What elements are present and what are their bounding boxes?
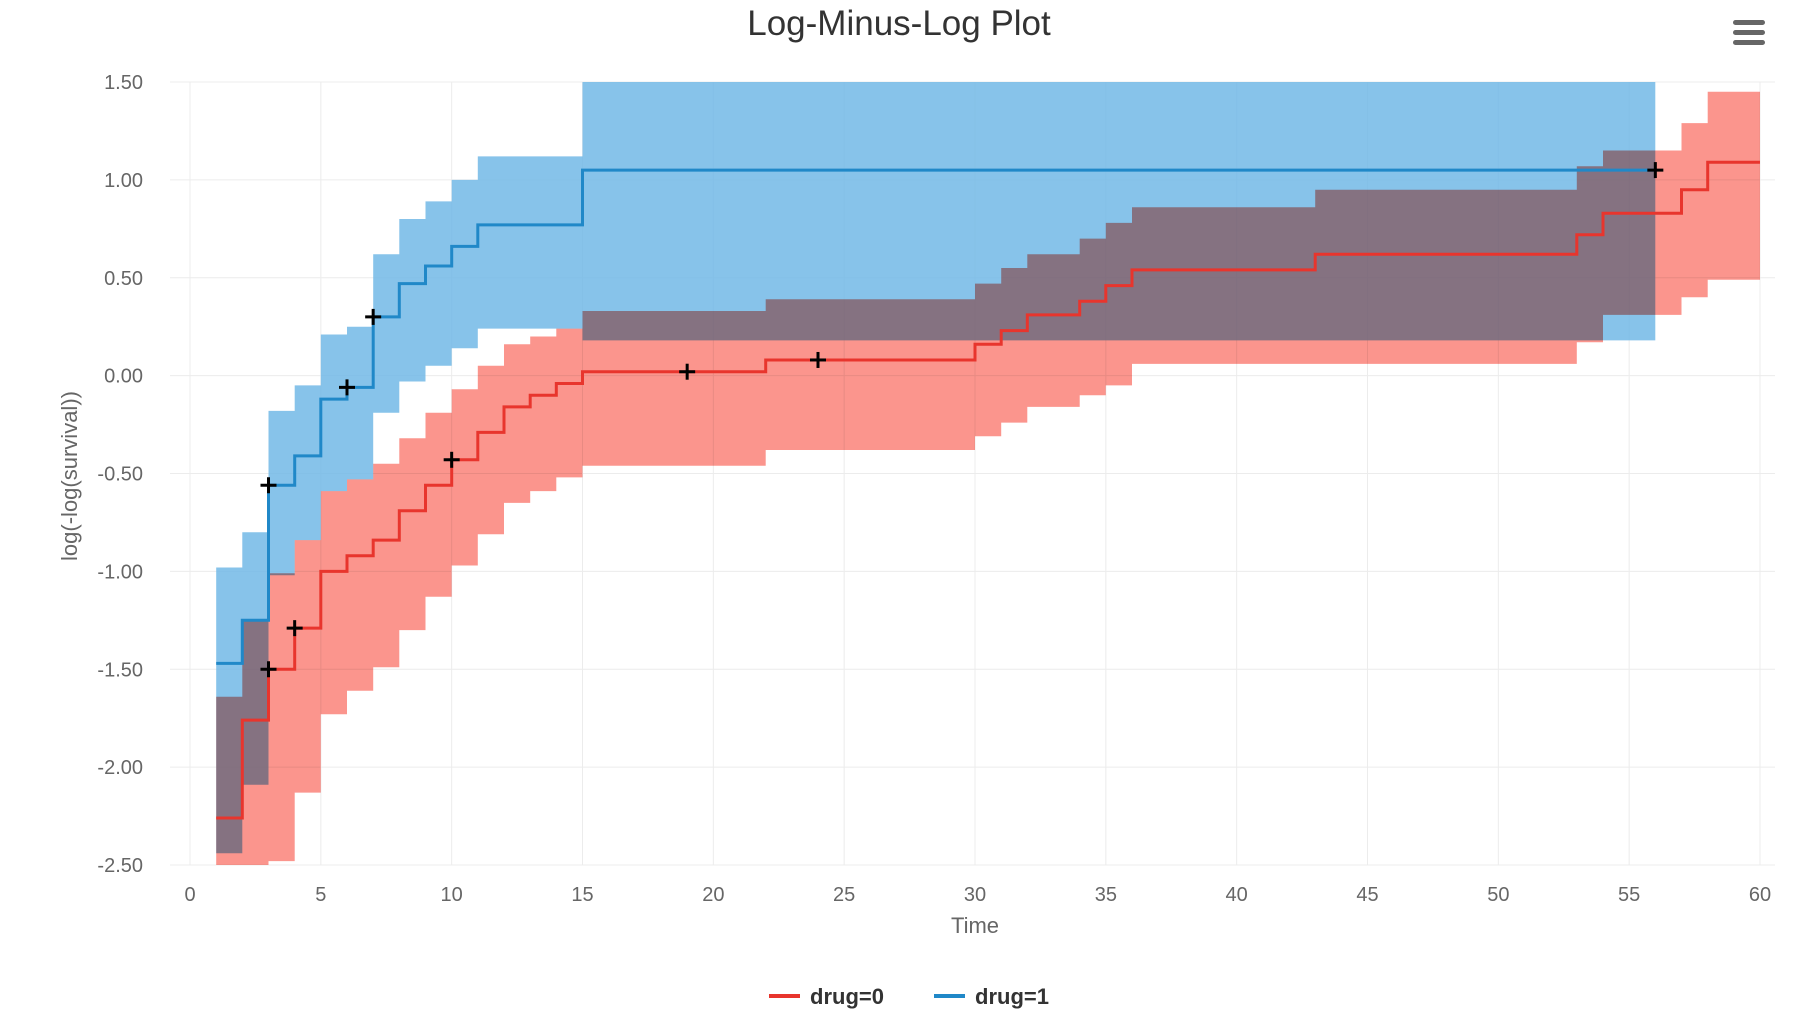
series-line-drug-0 [216, 160, 1760, 820]
hamburger-menu-icon [1733, 20, 1765, 45]
y-axis-title: log(-log(survival)) [57, 391, 82, 561]
x-tick-label: 25 [833, 884, 855, 906]
y-axis-ticks: 1.50 1.00 0.50 0.00 -0.50 -1.00 -1.50 -2.00 -2.5… [97, 72, 143, 877]
x-tick-label: 50 [1487, 884, 1509, 906]
censor-marker [286, 620, 303, 637]
menu-button[interactable] [1727, 12, 1771, 52]
series-line-drug-1 [216, 168, 1656, 665]
confidence-band-drug-0 [216, 91, 1761, 866]
x-tick-label: 10 [441, 884, 463, 906]
legend-item-drug-0[interactable]: drug=0 [769, 984, 884, 1009]
censor-marker [339, 379, 355, 396]
x-tick-label: 55 [1618, 884, 1640, 906]
x-tick-label: 45 [1356, 884, 1378, 906]
censor-marker [810, 351, 826, 368]
y-tick-label: 1.50 [104, 72, 143, 94]
y-tick-label: -0.50 [97, 464, 143, 486]
x-tick-label: 15 [571, 884, 593, 906]
censor-markers [260, 162, 1664, 678]
legend: drug=0 drug=1 [769, 984, 1049, 1009]
x-tick-label: 30 [964, 884, 986, 906]
chart-title: Log-Minus-Log Plot [747, 4, 1051, 43]
censor-marker [1647, 162, 1664, 179]
censor-marker [260, 477, 277, 494]
censor-marker [365, 308, 382, 325]
censor-marker [260, 661, 277, 678]
x-axis-ticks: 0 5 10 15 20 25 30 35 40 45 50 55 60 [184, 884, 1771, 906]
confidence-bands [216, 82, 1761, 866]
y-tick-label: 1.00 [104, 170, 143, 192]
censor-marker [443, 451, 460, 468]
x-tick-label: 60 [1749, 884, 1771, 906]
y-tick-label: -1.50 [97, 659, 143, 681]
censor-marker [679, 363, 696, 380]
y-tick-label: -2.00 [97, 757, 143, 779]
y-tick-label: -1.00 [97, 561, 143, 583]
legend-item-drug-1[interactable]: drug=1 [934, 984, 1049, 1009]
y-tick-label: -2.50 [97, 855, 143, 877]
series-lines [216, 160, 1760, 820]
x-tick-label: 35 [1095, 884, 1117, 906]
y-tick-label: 0.00 [104, 366, 143, 388]
x-tick-label: 40 [1226, 884, 1248, 906]
legend-label: drug=0 [810, 984, 884, 1009]
y-tick-label: 0.50 [104, 268, 143, 290]
x-axis-title: Time [951, 913, 999, 938]
x-tick-label: 0 [184, 884, 195, 906]
x-tick-label: 5 [315, 884, 326, 906]
legend-label: drug=1 [975, 984, 1049, 1009]
x-tick-label: 20 [702, 884, 724, 906]
